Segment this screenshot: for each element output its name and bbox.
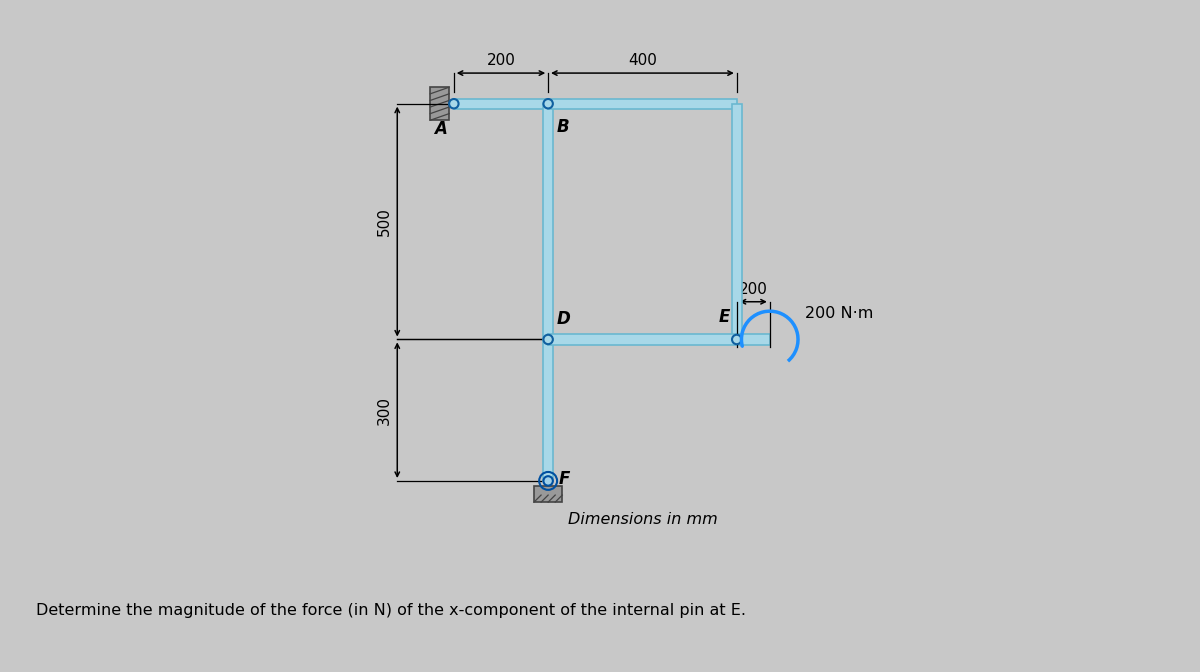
Polygon shape	[454, 99, 548, 109]
Bar	[431, 87, 449, 120]
Polygon shape	[732, 103, 742, 339]
Text: F: F	[558, 470, 570, 488]
Polygon shape	[548, 99, 737, 109]
Text: 200: 200	[739, 282, 768, 297]
Text: B: B	[557, 118, 569, 136]
Circle shape	[732, 335, 742, 344]
Circle shape	[544, 476, 553, 486]
Text: 500: 500	[377, 207, 391, 236]
Text: A: A	[434, 120, 448, 138]
Circle shape	[449, 99, 458, 108]
Text: Dimensions in mm: Dimensions in mm	[568, 511, 718, 527]
Polygon shape	[542, 103, 553, 481]
Text: 300: 300	[377, 396, 391, 425]
Polygon shape	[548, 334, 769, 345]
Text: D: D	[557, 310, 570, 328]
Text: Determine the magnitude of the force (in N) of the x-component of the internal p: Determine the magnitude of the force (in…	[36, 603, 746, 618]
Bar	[534, 486, 563, 502]
Text: E: E	[719, 308, 730, 327]
Circle shape	[544, 99, 553, 108]
Text: 200 N·m: 200 N·m	[805, 306, 874, 321]
Circle shape	[544, 335, 553, 344]
Text: 200: 200	[486, 53, 516, 69]
Text: 400: 400	[628, 53, 656, 69]
